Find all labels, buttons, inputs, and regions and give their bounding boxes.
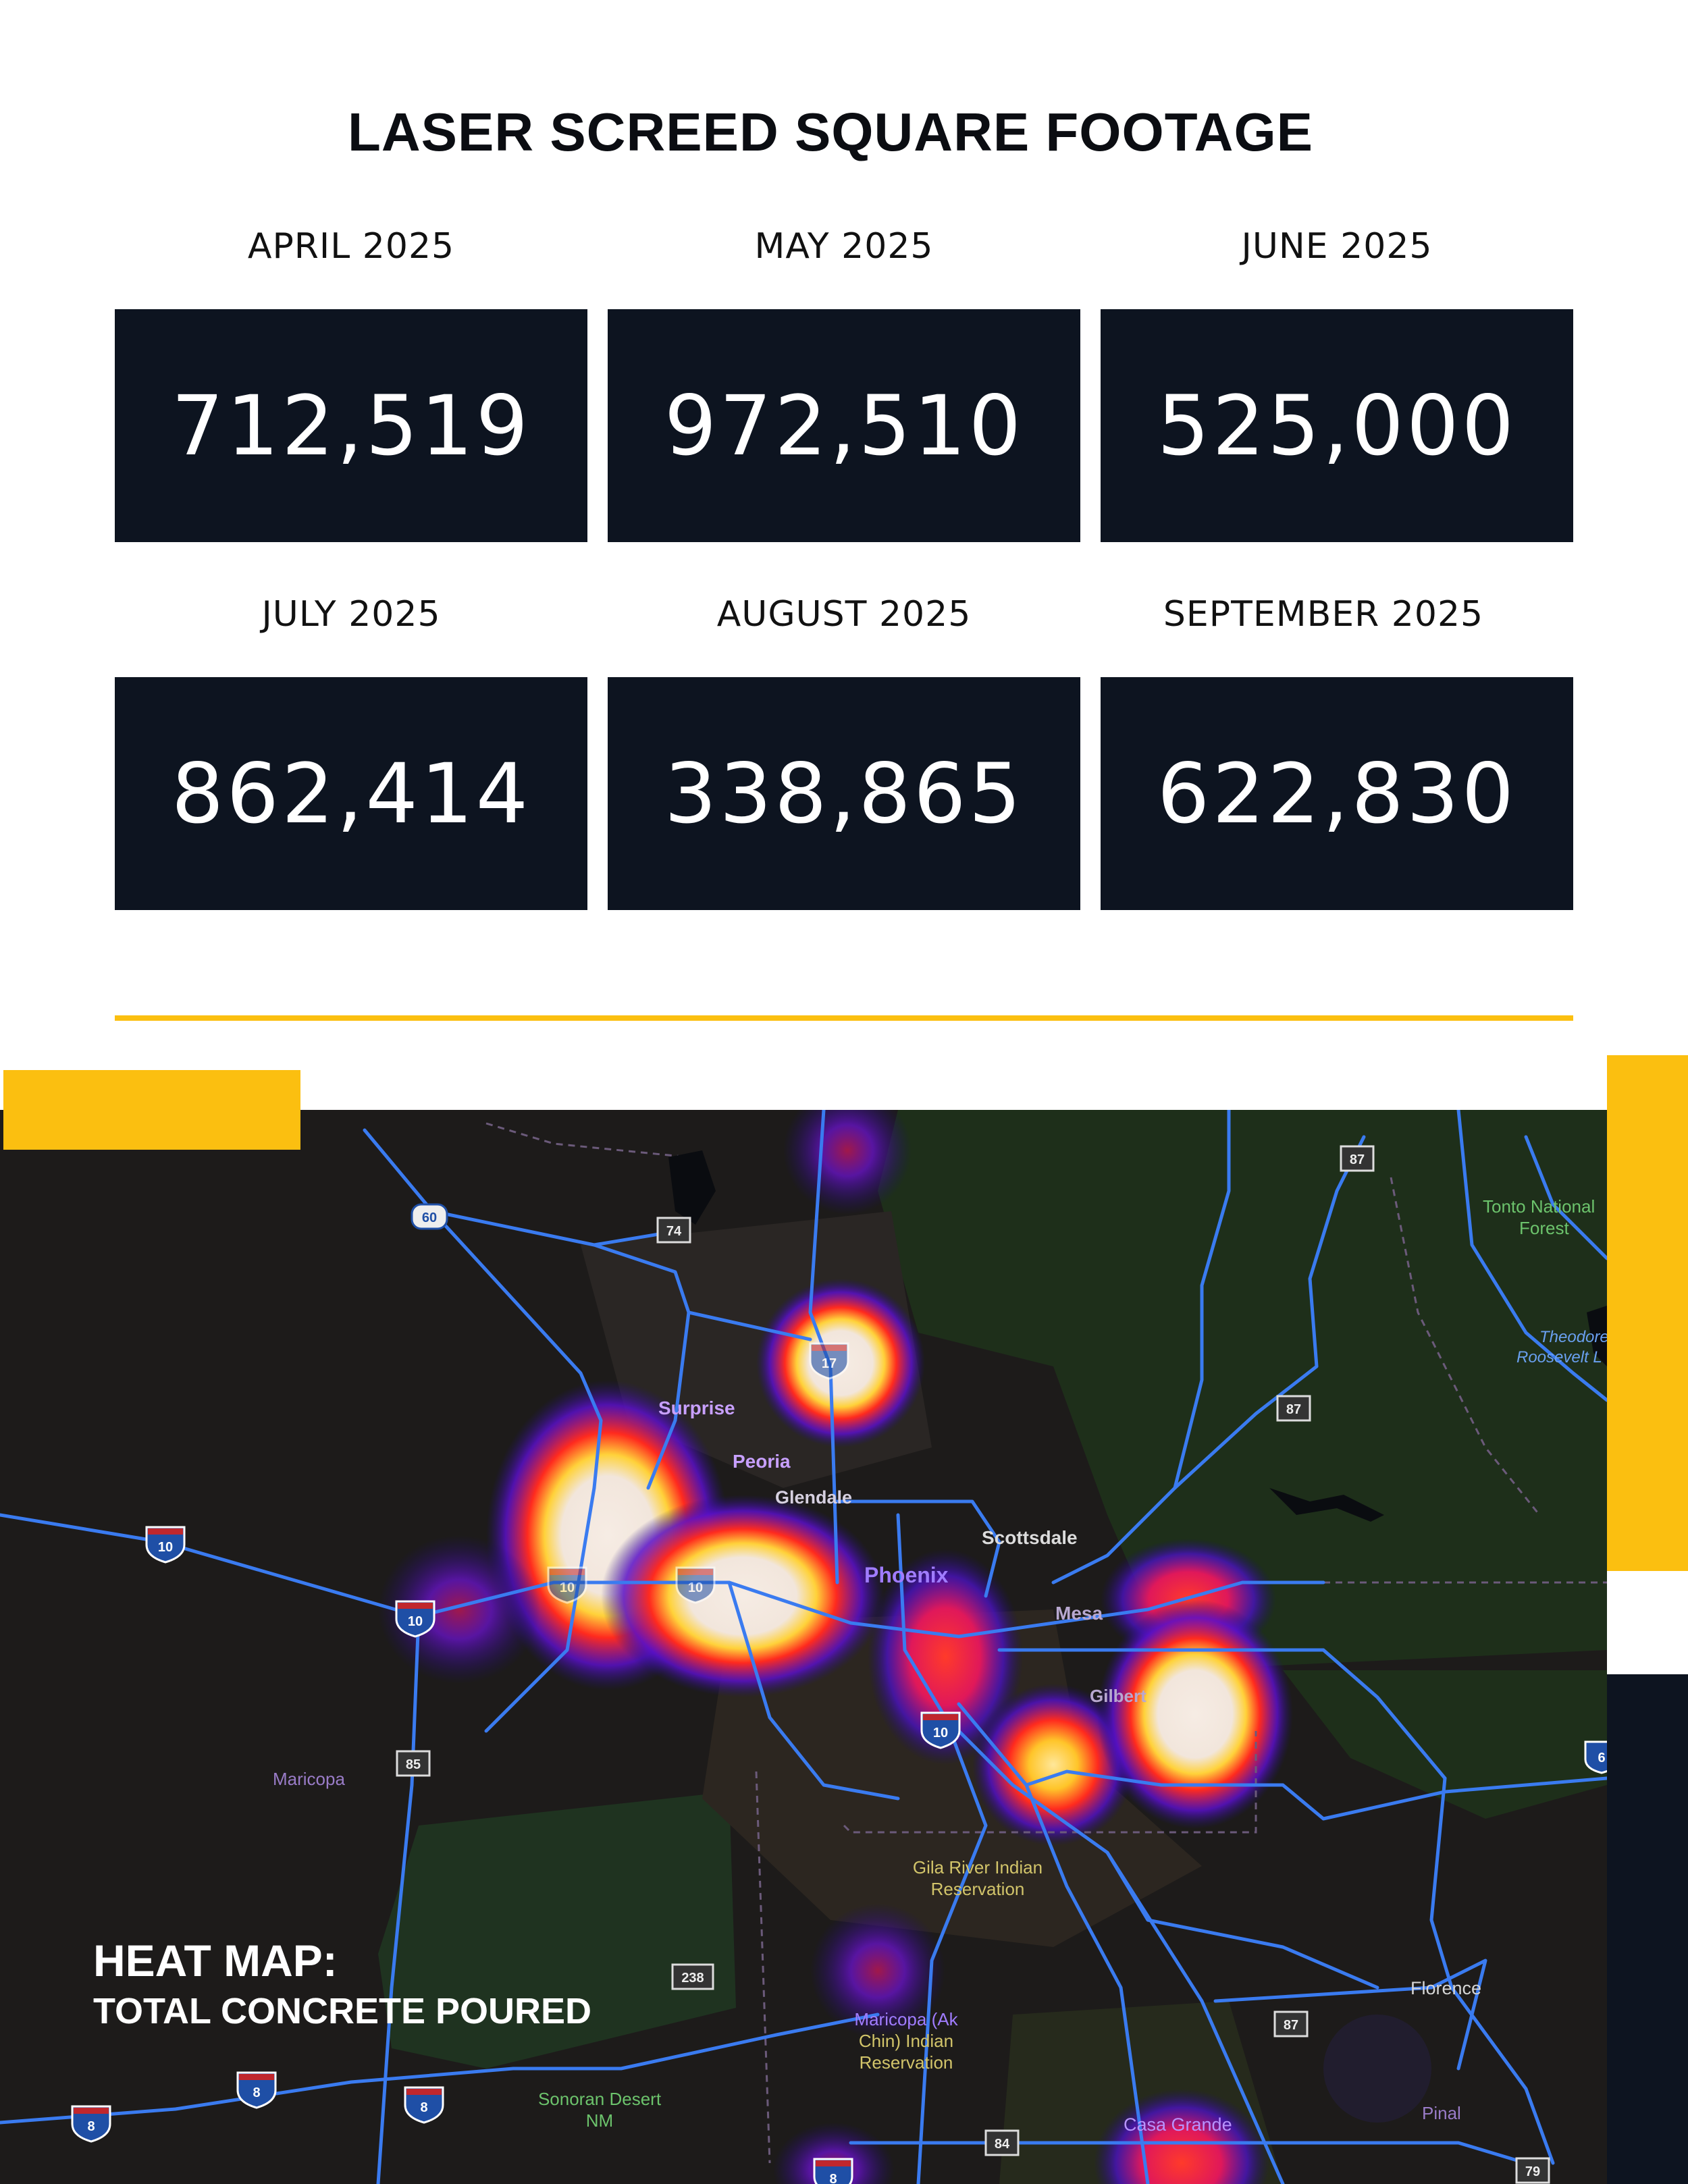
place-labels: Surprise Peoria Glendale Scottsdale Phoe… — [273, 1196, 1607, 2135]
interstate-10-shield: 10 — [920, 1711, 961, 1749]
svg-text:8: 8 — [253, 2085, 260, 2100]
boundary-lines — [485, 1122, 1607, 2164]
stat-box-august: 338,865 — [608, 677, 1080, 910]
stat-value-august: 338,865 — [664, 745, 1024, 842]
label-gila-river-2: Reservation — [931, 1879, 1025, 1899]
interstate-8-shield: 8 — [813, 2158, 853, 2184]
month-label-april: APRIL 2025 — [247, 226, 455, 267]
state-route-shield: 79 — [1515, 2157, 1550, 2184]
label-glendale: Glendale — [775, 1487, 852, 1508]
stat-value-may: 972,510 — [664, 377, 1024, 474]
state-route-shield: 74 — [656, 1217, 691, 1244]
svg-text:17: 17 — [822, 1356, 837, 1371]
heat-map: 10 10 10 10 10 — [0, 1110, 1607, 2184]
label-theodore-1: Theodore — [1539, 1328, 1607, 1346]
heat-map-canvas: 10 10 10 10 10 — [0, 1110, 1607, 2184]
month-label-september: SEPTEMBER 2025 — [1163, 594, 1484, 635]
label-mesa: Mesa — [1055, 1603, 1103, 1624]
stat-box-july: 862,414 — [115, 677, 587, 910]
state-route-shield: 84 — [984, 2129, 1020, 2156]
svg-text:8: 8 — [87, 2119, 95, 2134]
interstate-8-shield: 8 — [71, 2105, 111, 2143]
svg-text:85: 85 — [406, 1757, 421, 1772]
label-casa-grande: Casa Grande — [1124, 2114, 1232, 2135]
svg-text:10: 10 — [688, 1580, 703, 1595]
accent-bar-right — [1607, 1055, 1688, 1571]
interstate-8-shield: 8 — [404, 2086, 444, 2124]
map-caption-subheading: TOTAL CONCRETE POURED — [93, 1991, 592, 2031]
stat-value-july: 862,414 — [171, 745, 531, 842]
highway-shields: 10 10 10 10 10 — [71, 1145, 1607, 2184]
interstate-10-shield: 10 — [395, 1600, 436, 1638]
stat-box-september: 622,830 — [1101, 677, 1573, 910]
state-route-shield: 87 — [1276, 1395, 1311, 1422]
stat-box-april: 712,519 — [115, 309, 587, 542]
stat-value-april: 712,519 — [171, 377, 531, 474]
label-sonoran-1: Sonoran Desert — [538, 2089, 662, 2109]
svg-text:84: 84 — [995, 2137, 1010, 2152]
svg-text:10: 10 — [933, 1726, 948, 1740]
label-scottsdale: Scottsdale — [982, 1527, 1078, 1548]
accent-bar-left — [3, 1070, 300, 1150]
label-tonto-2: Forest — [1519, 1218, 1569, 1238]
interstate-10-shield: 10 — [547, 1566, 587, 1604]
interstate-10-shield: 10 — [145, 1526, 186, 1564]
month-label-may: MAY 2025 — [754, 226, 934, 267]
stat-box-june: 525,000 — [1101, 309, 1573, 542]
map-caption-heading: HEAT MAP: — [93, 1936, 338, 1986]
water-features — [668, 1150, 1607, 1522]
road-network — [0, 1110, 1607, 2184]
month-label-june: JUNE 2025 — [1241, 226, 1433, 267]
label-ak-chin-2: Chin) Indian — [859, 2031, 953, 2051]
svg-text:87: 87 — [1284, 2018, 1298, 2033]
stat-box-may: 972,510 — [608, 309, 1080, 542]
label-phoenix: Phoenix — [864, 1563, 949, 1587]
svg-text:10: 10 — [560, 1580, 575, 1595]
label-gila-river-1: Gila River Indian — [913, 1857, 1043, 1877]
svg-text:6: 6 — [1598, 1751, 1605, 1765]
label-peoria: Peoria — [733, 1451, 791, 1472]
label-maricopa: Maricopa — [273, 1769, 345, 1789]
month-label-august: AUGUST 2025 — [716, 594, 972, 635]
svg-text:8: 8 — [829, 2172, 837, 2184]
svg-text:87: 87 — [1350, 1152, 1365, 1167]
label-theodore-2: Roosevelt L — [1516, 1348, 1602, 1366]
state-route-shield: 85 — [396, 1750, 431, 1777]
us-route-shield: 6 — [1584, 1740, 1607, 1774]
state-route-shield: 87 — [1273, 2010, 1309, 2037]
label-pinal: Pinal — [1422, 2103, 1461, 2123]
svg-text:74: 74 — [666, 1224, 682, 1239]
interstate-17-shield: 17 — [809, 1342, 849, 1380]
state-route-shield: 87 — [1340, 1145, 1375, 1172]
label-ak-chin-1: Maricopa (Ak — [854, 2009, 958, 2029]
svg-text:10: 10 — [158, 1540, 173, 1555]
svg-text:238: 238 — [681, 1971, 704, 1986]
label-surprise: Surprise — [658, 1397, 735, 1418]
svg-text:8: 8 — [420, 2100, 427, 2115]
svg-text:60: 60 — [422, 1210, 437, 1225]
svg-text:79: 79 — [1525, 2164, 1540, 2179]
label-ak-chin-3: Reservation — [860, 2052, 953, 2073]
label-florence: Florence — [1410, 1978, 1481, 1998]
svg-text:87: 87 — [1286, 1402, 1301, 1417]
accent-bar-right-dark — [1607, 1674, 1688, 2184]
state-route-shield: 238 — [671, 1963, 714, 1990]
svg-text:10: 10 — [408, 1614, 423, 1629]
stat-value-september: 622,830 — [1157, 745, 1517, 842]
stat-value-june: 525,000 — [1157, 377, 1517, 474]
us-60-shield: 60 — [411, 1203, 448, 1230]
interstate-10-shield: 10 — [675, 1566, 716, 1604]
page-title: LASER SCREED SQUARE FOOTAGE — [347, 102, 1314, 162]
month-label-july: JULY 2025 — [261, 594, 441, 635]
section-divider — [115, 1015, 1573, 1021]
label-tonto-1: Tonto National — [1483, 1196, 1595, 1217]
interstate-8-shield: 8 — [236, 2071, 277, 2109]
label-gilbert: Gilbert — [1090, 1686, 1146, 1706]
label-sonoran-2: NM — [586, 2110, 613, 2131]
